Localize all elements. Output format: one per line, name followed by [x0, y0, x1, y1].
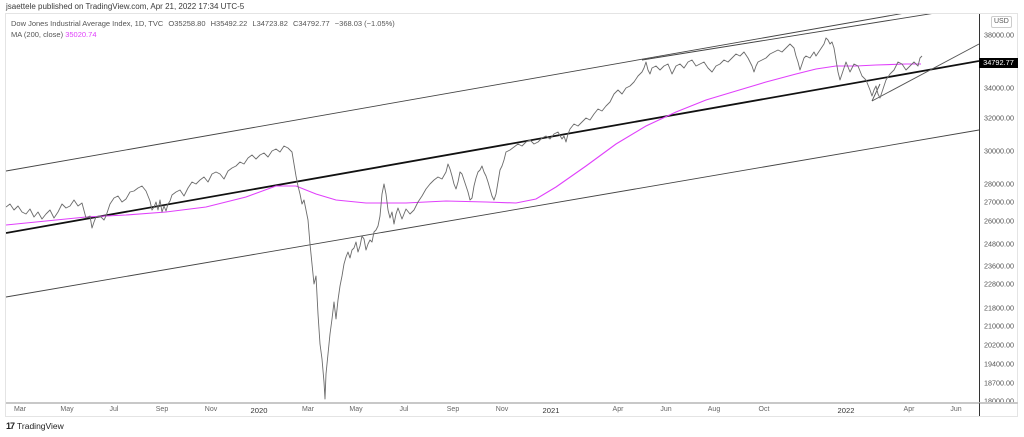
price-axis-label: 21000.00	[984, 321, 1014, 331]
price-axis-label: 21800.00	[984, 303, 1014, 313]
legend-ma-row[interactable]: MA (200, close) 35020.74	[11, 29, 398, 40]
chart-plot-area[interactable]	[6, 14, 979, 402]
last-price-badge: 34792.77	[979, 58, 1018, 68]
time-axis-label: May	[349, 406, 363, 413]
chart-legend: Dow Jones Industrial Average Index, 1D, …	[11, 18, 398, 40]
price-axis-label: 26000.00	[984, 216, 1014, 226]
price-axis-label: 38000.00	[984, 30, 1014, 40]
price-line[interactable]	[6, 37, 923, 400]
price-axis[interactable]: 38000.0036000.0034000.0032000.0030000.00…	[979, 14, 1018, 406]
price-axis-label: 28000.00	[984, 179, 1014, 189]
tradingview-logo-icon: 17	[6, 421, 15, 431]
time-axis-label: Jun	[660, 406, 672, 413]
time-axis-label: Nov	[204, 406, 218, 413]
channel-upper-line[interactable]	[6, 14, 979, 172]
legend-ohlc-row: Dow Jones Industrial Average Index, 1D, …	[11, 18, 398, 29]
legend-change: −368.03 (−1.05%)	[334, 19, 395, 28]
time-axis-label: 2020	[250, 406, 268, 415]
chart-frame	[5, 13, 1018, 417]
time-axis-label: Apr	[612, 406, 624, 413]
legend-close: C34792.77	[292, 19, 330, 28]
time-axis-label: 2022	[837, 406, 855, 415]
time-axis-label: May	[60, 406, 74, 413]
ath-trendline[interactable]	[641, 14, 979, 61]
time-axis-label: Jun	[950, 406, 962, 413]
time-axis[interactable]: Mar May Jul Sep Nov 2020 Mar May Jul Sep Nov 2021 Ap…	[6, 402, 979, 416]
time-axis-label: Nov	[495, 406, 509, 413]
legend-low: L34723.82	[252, 19, 288, 28]
tradingview-logo-text: TradingView	[17, 421, 64, 431]
legend-ma-label: MA (200, close)	[11, 30, 64, 39]
bold-support-trendline[interactable]	[6, 60, 979, 234]
legend-high: H35492.22	[210, 19, 248, 28]
time-axis-label: Aug	[707, 406, 721, 413]
time-axis-label: Mar	[13, 406, 27, 413]
price-axis-label: 18700.00	[984, 378, 1014, 388]
legend-open: O35258.80	[168, 19, 206, 28]
time-axis-label: Mar	[301, 406, 315, 413]
time-axis-label: Sep	[155, 406, 169, 413]
time-axis-label: Apr	[903, 406, 915, 413]
price-axis-label: 24800.00	[984, 239, 1014, 249]
price-axis-label: 19400.00	[984, 359, 1014, 369]
time-axis-label: Jul	[399, 406, 409, 413]
price-axis-label: 23600.00	[984, 261, 1014, 271]
price-axis-label: 22800.00	[984, 279, 1014, 289]
rising-support-line[interactable]	[871, 43, 979, 102]
price-axis-label: 27000.00	[984, 197, 1014, 207]
publisher-line: jsaettele published on TradingView.com, …	[6, 2, 245, 11]
tradingview-logo[interactable]: 17 TradingView	[6, 421, 64, 431]
legend-ma-value: 35020.74	[65, 30, 97, 39]
price-axis-label: 20200.00	[984, 340, 1014, 350]
axis-corner	[979, 402, 1018, 416]
currency-badge[interactable]: USD	[991, 16, 1012, 28]
price-chart-svg	[6, 14, 979, 400]
time-axis-label: Sep	[446, 406, 460, 413]
channel-lower-line[interactable]	[6, 129, 979, 298]
legend-symbol[interactable]: Dow Jones Industrial Average Index, 1D, …	[11, 19, 164, 28]
price-axis-label: 30000.00	[984, 146, 1014, 156]
time-axis-label: Jul	[109, 406, 119, 413]
price-axis-label: 32000.00	[984, 113, 1014, 123]
time-axis-label: Oct	[758, 406, 770, 413]
ma200-line[interactable]	[6, 63, 921, 226]
price-axis-label: 34000.00	[984, 83, 1014, 93]
time-axis-label: 2021	[542, 406, 560, 415]
rising-support-stub	[871, 83, 881, 102]
price-axis-label: 18000.00	[984, 396, 1014, 406]
